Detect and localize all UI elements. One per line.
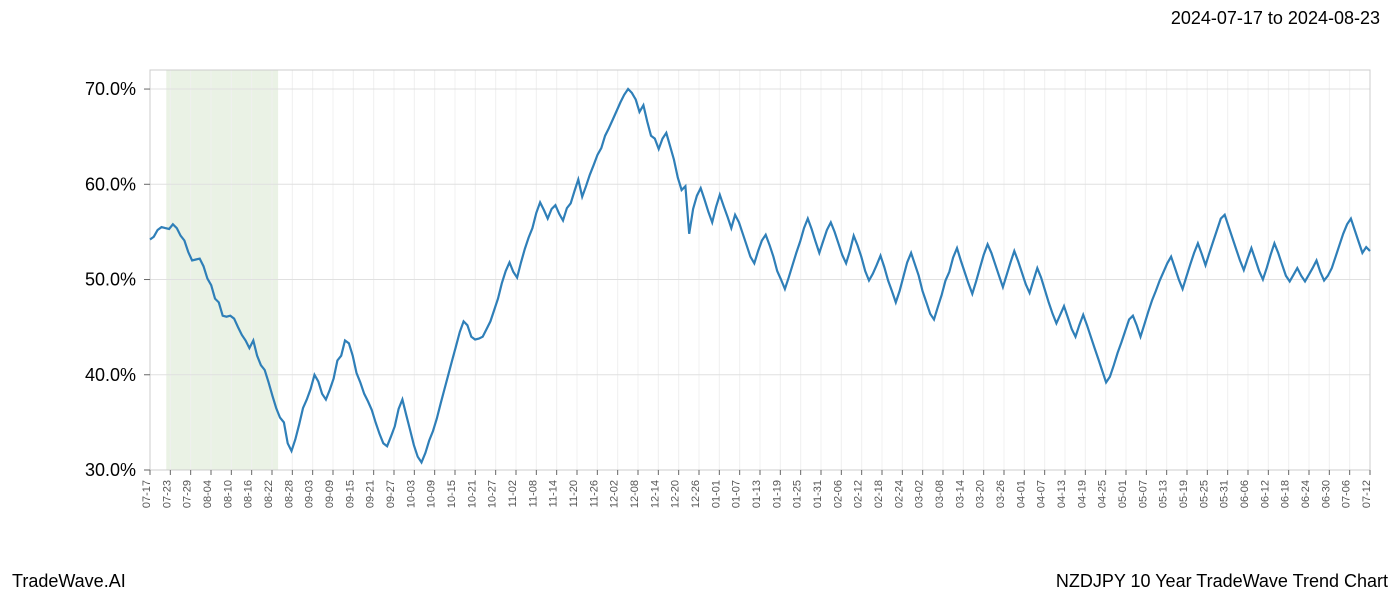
svg-text:10-15: 10-15 xyxy=(446,480,458,508)
svg-text:11-02: 11-02 xyxy=(507,480,519,507)
svg-text:08-16: 08-16 xyxy=(243,480,255,508)
svg-text:01-31: 01-31 xyxy=(812,480,824,508)
svg-text:09-09: 09-09 xyxy=(324,480,336,508)
svg-text:01-13: 01-13 xyxy=(751,480,763,508)
svg-text:06-24: 06-24 xyxy=(1300,480,1312,508)
svg-text:10-21: 10-21 xyxy=(466,480,478,508)
svg-text:04-01: 04-01 xyxy=(1015,480,1027,508)
svg-text:11-08: 11-08 xyxy=(527,480,539,507)
svg-text:03-20: 03-20 xyxy=(975,480,987,508)
svg-text:08-28: 08-28 xyxy=(283,480,295,508)
svg-text:03-26: 03-26 xyxy=(995,480,1007,508)
svg-text:12-26: 12-26 xyxy=(690,480,702,508)
svg-text:11-14: 11-14 xyxy=(548,480,560,507)
svg-text:60.0%: 60.0% xyxy=(85,174,136,194)
svg-text:02-24: 02-24 xyxy=(893,480,905,508)
svg-text:04-07: 04-07 xyxy=(1036,480,1048,508)
svg-text:04-19: 04-19 xyxy=(1076,480,1088,508)
svg-text:30.0%: 30.0% xyxy=(85,460,136,480)
svg-text:07-12: 07-12 xyxy=(1361,480,1373,508)
svg-text:07-29: 07-29 xyxy=(182,480,194,508)
svg-text:01-25: 01-25 xyxy=(792,480,804,508)
svg-text:05-31: 05-31 xyxy=(1219,480,1231,508)
svg-text:08-04: 08-04 xyxy=(202,480,214,508)
svg-text:09-21: 09-21 xyxy=(365,480,377,508)
svg-text:06-30: 06-30 xyxy=(1320,480,1332,508)
svg-text:07-17: 07-17 xyxy=(141,480,153,508)
svg-text:11-20: 11-20 xyxy=(568,480,580,507)
svg-text:12-02: 12-02 xyxy=(609,480,621,508)
svg-text:40.0%: 40.0% xyxy=(85,365,136,385)
svg-text:12-08: 12-08 xyxy=(629,480,641,508)
svg-text:08-22: 08-22 xyxy=(263,480,275,508)
svg-text:09-27: 09-27 xyxy=(385,480,397,508)
svg-text:02-06: 02-06 xyxy=(832,480,844,508)
svg-text:70.0%: 70.0% xyxy=(85,79,136,99)
svg-text:05-07: 05-07 xyxy=(1137,480,1149,508)
svg-text:05-13: 05-13 xyxy=(1158,480,1170,508)
svg-text:11-26: 11-26 xyxy=(588,480,600,507)
svg-text:07-06: 07-06 xyxy=(1341,480,1353,508)
svg-text:01-19: 01-19 xyxy=(771,480,783,508)
chart-title: NZDJPY 10 Year TradeWave Trend Chart xyxy=(1056,571,1388,592)
svg-text:12-20: 12-20 xyxy=(670,480,682,508)
svg-text:06-18: 06-18 xyxy=(1280,480,1292,508)
svg-text:06-06: 06-06 xyxy=(1239,480,1251,508)
svg-text:03-02: 03-02 xyxy=(914,480,926,508)
svg-text:03-14: 03-14 xyxy=(954,480,966,508)
svg-text:10-03: 10-03 xyxy=(405,480,417,508)
svg-text:05-01: 05-01 xyxy=(1117,480,1129,508)
svg-text:09-03: 09-03 xyxy=(304,480,316,508)
svg-text:10-27: 10-27 xyxy=(487,480,499,508)
svg-text:01-01: 01-01 xyxy=(710,480,722,508)
svg-text:02-18: 02-18 xyxy=(873,480,885,508)
svg-text:01-07: 01-07 xyxy=(731,480,743,508)
date-range-label: 2024-07-17 to 2024-08-23 xyxy=(1171,8,1380,29)
svg-text:08-10: 08-10 xyxy=(222,480,234,508)
svg-text:02-12: 02-12 xyxy=(853,480,865,508)
svg-text:10-09: 10-09 xyxy=(426,480,438,508)
svg-text:04-13: 04-13 xyxy=(1056,480,1068,508)
trend-chart: 30.0% 40.0% 50.0% 60.0% 70.0% 07-17 07-23 07-29… xyxy=(0,40,1400,560)
svg-text:12-14: 12-14 xyxy=(649,480,661,508)
brand-label: TradeWave.AI xyxy=(12,571,126,592)
svg-text:04-25: 04-25 xyxy=(1097,480,1109,508)
svg-text:03-08: 03-08 xyxy=(934,480,946,508)
svg-text:09-15: 09-15 xyxy=(344,480,356,508)
svg-text:50.0%: 50.0% xyxy=(85,270,136,290)
svg-text:07-23: 07-23 xyxy=(161,480,173,508)
svg-text:05-25: 05-25 xyxy=(1198,480,1210,508)
svg-text:05-19: 05-19 xyxy=(1178,480,1190,508)
svg-text:06-12: 06-12 xyxy=(1259,480,1271,508)
